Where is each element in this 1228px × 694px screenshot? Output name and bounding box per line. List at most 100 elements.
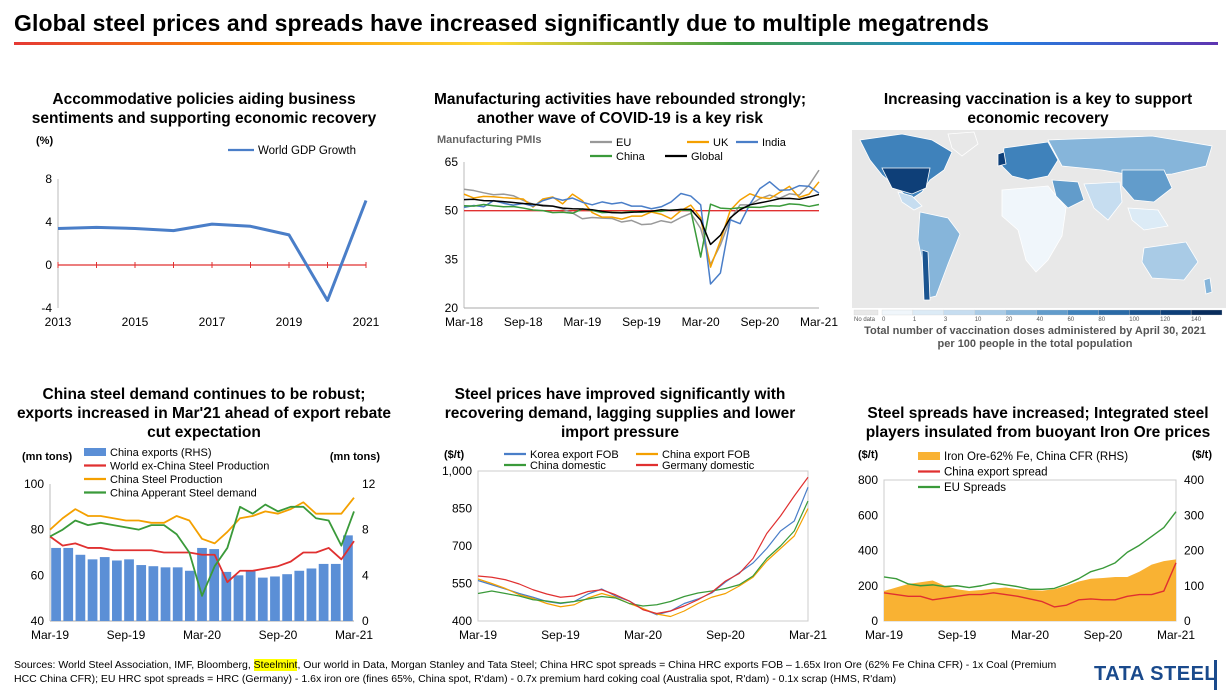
bar (172, 567, 183, 621)
legend-label: EU (616, 137, 631, 149)
bar (330, 563, 341, 621)
map-region-south-asia (1083, 181, 1123, 221)
x-tick-label: 2017 (199, 315, 226, 329)
y-tick-label: 550 (452, 577, 472, 591)
scale-label: No data (854, 317, 876, 323)
x-tick-label: Sep-19 (107, 628, 146, 642)
legend-label: World ex-China Steel Production (110, 461, 269, 473)
bar (136, 565, 147, 621)
y-right-tick-label: 8 (362, 523, 369, 537)
area-series-0 (884, 559, 1176, 621)
line-series-1 (49, 535, 355, 584)
y-right-tick-label: 100 (1184, 579, 1204, 593)
x-tick-label: Sep-19 (622, 315, 661, 329)
legend-label: China domestic (530, 460, 606, 472)
bar (87, 559, 98, 621)
scale-swatch (1036, 309, 1068, 316)
scale-label: 140 (1191, 317, 1202, 323)
title-rule (14, 42, 1218, 45)
line-series-4 (463, 193, 820, 246)
line-series-1 (463, 181, 820, 268)
prices-chart: 400 550 700 850 1,000 Mar-19 Sep-19 Mar-20 Sep-2… (442, 449, 827, 642)
x-tick-label: Mar-21 (335, 628, 373, 642)
y-tick-label: 8 (45, 172, 52, 186)
line-series-1 (883, 562, 1177, 608)
gdp-chart: -4 0 4 8 2013 2015 2017 2019 2021 (%) World GDP Gr… (36, 135, 380, 329)
y-tick-label: 0 (871, 614, 878, 628)
legend-label: UK (713, 137, 729, 149)
x-tick-label: Mar-20 (682, 315, 720, 329)
map-region-southeast-asia (1127, 207, 1169, 231)
y-axis-title: ($/t) (858, 449, 879, 461)
map-region-new-zealand (1203, 277, 1213, 295)
scale-label: 40 (1037, 317, 1044, 323)
x-tick-label: Sep-20 (740, 315, 779, 329)
legend-label: EU Spreads (944, 482, 1006, 494)
bar (282, 574, 292, 621)
line-series-2 (477, 500, 809, 607)
bar (245, 570, 256, 621)
scale-swatch (912, 309, 944, 316)
map-region-united-states (881, 167, 931, 195)
y-axis-title: ($/t) (444, 449, 465, 461)
y-axis-title: (%) (36, 135, 53, 147)
map-region-europe (1001, 141, 1059, 181)
y-tick-label: 80 (31, 523, 45, 537)
bar (221, 571, 232, 621)
x-tick-label: Sep-20 (1084, 628, 1123, 642)
y-tick-label: 4 (45, 215, 52, 229)
footnote-highlight: Steelmint (253, 659, 298, 671)
scale-label: 120 (1160, 317, 1171, 323)
x-tick-label: Mar-20 (624, 628, 662, 642)
x-tick-label: Mar-19 (563, 315, 601, 329)
scale-swatch (881, 309, 914, 316)
brand-bar (1214, 660, 1217, 690)
x-tick-label: Mar-20 (1011, 628, 1049, 642)
scale-swatch (1190, 309, 1223, 316)
x-tick-label: Mar-21 (800, 315, 838, 329)
x-tick-label: Mar-21 (1157, 628, 1195, 642)
spreads-panel-title: Steel spreads have increased; Integrated… (865, 405, 1211, 441)
line-series-1 (477, 508, 809, 618)
y-right-tick-label: 0 (362, 614, 369, 628)
y-right-tick-label: 200 (1184, 544, 1204, 558)
vaccination-caption: Total number of vaccination doses admini… (864, 325, 1206, 350)
x-tick-label: Mar-19 (31, 628, 69, 642)
line-series-2 (49, 497, 355, 545)
vaccination-map (852, 130, 1226, 308)
bar (306, 568, 317, 621)
scale-swatch (853, 309, 879, 316)
bar (209, 549, 220, 621)
legend-label: China exports (RHS) (110, 447, 211, 459)
line-series-2 (883, 511, 1177, 590)
footnote: Sources: World Steel Association, IMF, B… (14, 658, 1074, 686)
legend-label: China Steel Production (110, 474, 223, 486)
scale-label: 3 (944, 317, 948, 323)
bar (112, 560, 122, 621)
bar (99, 557, 110, 621)
scale-label: 100 (1129, 317, 1140, 323)
legend-swatch (84, 448, 106, 456)
scale-label: 20 (1006, 317, 1013, 323)
y-right-tick-label: 400 (1184, 473, 1204, 487)
x-tick-label: Sep-19 (541, 628, 580, 642)
y-right-tick-label: 300 (1184, 508, 1204, 522)
map-region-uk (997, 151, 1007, 167)
y-axis-title: (mn tons) (22, 451, 72, 463)
map-region-africa (1001, 185, 1067, 273)
legend-label: Iron Ore-62% Fe, China CFR (RHS) (944, 451, 1128, 463)
bar (257, 577, 268, 621)
x-tick-label: Mar-19 (865, 628, 903, 642)
line-series-0 (477, 487, 809, 616)
map-region-central-america (897, 191, 923, 211)
line-series-0 (57, 199, 368, 302)
pmi-panel-title: Manufacturing activities have rebounded … (433, 91, 807, 127)
map-region-chile-strip (921, 249, 931, 301)
y-tick-label: 200 (858, 579, 878, 593)
footnote-text-a: Sources: World Steel Association, IMF, B… (14, 659, 254, 671)
y-tick-label: 800 (858, 473, 878, 487)
map-region-greenland (947, 131, 979, 157)
bar (75, 554, 86, 621)
line-series-0 (463, 169, 820, 266)
world-map-graphic (859, 131, 1213, 301)
